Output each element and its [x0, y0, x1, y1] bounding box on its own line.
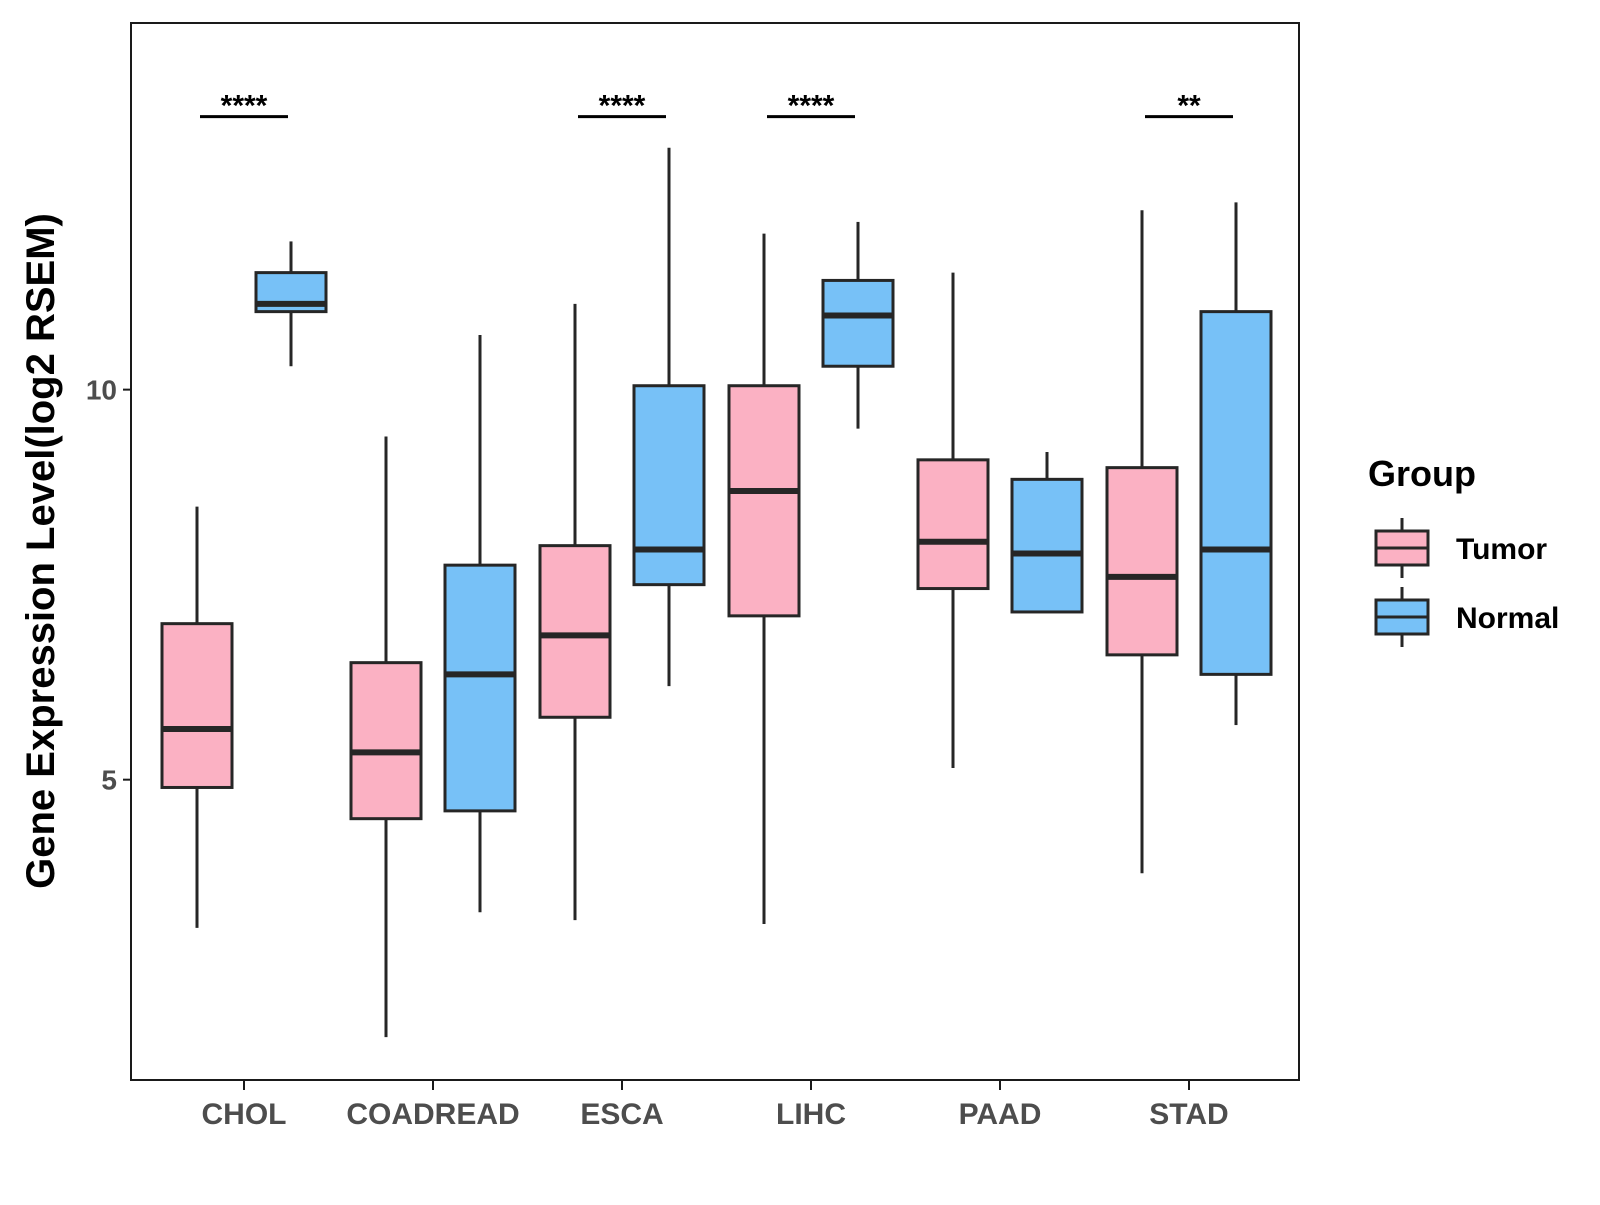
legend: Group Tumor Normal [1368, 453, 1559, 647]
legend-entry-tumor: Tumor [1374, 518, 1547, 578]
box-iqr [916, 458, 990, 591]
box-paad-tumor [916, 272, 990, 768]
box-chol-normal [254, 241, 328, 367]
box-iqr [538, 544, 612, 719]
box-chol-tumor [160, 506, 234, 928]
box-iqr [1199, 310, 1273, 676]
box-iqr [821, 278, 895, 368]
significance-esca: **** [578, 90, 666, 123]
plot-panel-border [130, 22, 1300, 1081]
x-tick-label: CHOL [202, 1098, 287, 1131]
significance-label: **** [788, 90, 835, 123]
box-coadread-normal [443, 335, 517, 913]
significance-label: **** [221, 90, 268, 123]
y-axis-title: Gene Expression Level(log2 RSEM) [19, 213, 63, 889]
box-esca-normal [632, 147, 706, 687]
x-tick-label: ESCA [580, 1098, 663, 1131]
box-esca-tumor [538, 303, 612, 921]
x-tick-label: LIHC [776, 1098, 846, 1131]
box-paad-normal [1010, 452, 1084, 614]
box-coadread-tumor [349, 436, 423, 1038]
box-iqr [1105, 466, 1179, 657]
box-stad-tumor [1105, 210, 1179, 874]
box-iqr [160, 622, 234, 789]
significance-stad: ** [1145, 90, 1233, 123]
significance-label: ** [1177, 90, 1201, 123]
significance-chol: **** [200, 90, 288, 123]
x-tick-label: COADREAD [346, 1098, 519, 1131]
y-tick-label: 10 [86, 375, 117, 406]
box-lihc-tumor [727, 233, 801, 924]
box-iqr [632, 384, 706, 587]
box-iqr [349, 661, 423, 821]
box-lihc-normal [821, 221, 895, 429]
legend-title: Group [1368, 453, 1476, 494]
legend-label: Normal [1456, 602, 1559, 635]
x-tick-label: STAD [1149, 1098, 1228, 1131]
box-iqr [443, 563, 517, 813]
y-tick-label: 5 [101, 765, 117, 796]
x-tick-label: PAAD [959, 1098, 1042, 1131]
plot-area: **** **** **** ** [160, 90, 1273, 1038]
significance-label: **** [599, 90, 646, 123]
box-iqr [727, 384, 801, 618]
box-stad-normal [1199, 202, 1273, 726]
box-iqr [1010, 477, 1084, 614]
legend-entry-normal: Normal [1374, 587, 1559, 647]
significance-lihc: **** [767, 90, 855, 123]
axes: 5 10 CHOL COADREAD ESCA LIHC PAAD STAD [86, 375, 1229, 1131]
legend-label: Tumor [1456, 533, 1547, 566]
